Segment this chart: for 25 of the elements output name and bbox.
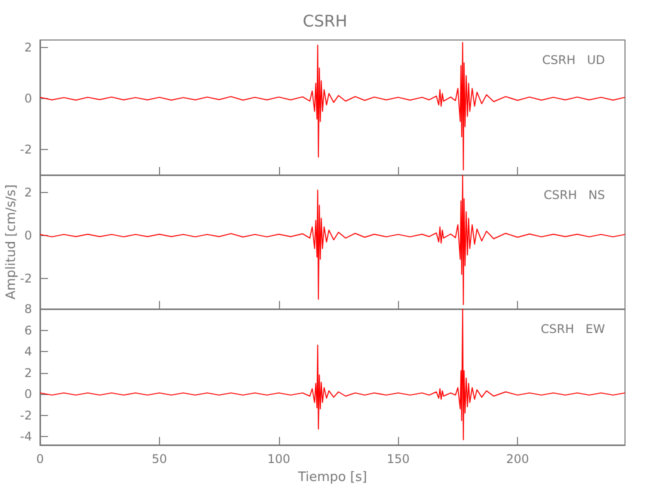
- x-tick-label: 150: [386, 452, 410, 466]
- y-tick-label: 2: [24, 185, 32, 200]
- y-tick-label: 0: [24, 228, 32, 243]
- y-tick-label: 0: [24, 92, 32, 106]
- y-tick-label: -2: [20, 408, 32, 422]
- x-axis-title: Tiempo [s]: [296, 470, 368, 485]
- x-tick-label: 100: [267, 452, 290, 466]
- y-tick-label: 2: [24, 366, 32, 380]
- line-series: [40, 42, 626, 170]
- x-tick-label: 50: [152, 452, 168, 466]
- y-tick-label: 2: [24, 40, 32, 55]
- annotation: CSRH EW: [540, 322, 606, 336]
- y-tick-label: 0: [24, 387, 32, 401]
- y-tick-label: -2: [20, 272, 32, 286]
- x-tick-label: 0: [36, 452, 44, 466]
- y-tick-label: 4: [24, 344, 32, 358]
- y-tick-label: 6: [24, 323, 32, 338]
- chart-title: CSRH: [302, 12, 348, 30]
- y-tick-label: -2: [20, 142, 32, 157]
- y-tick-label: 8: [24, 302, 32, 316]
- x-tick-label: 200: [506, 452, 530, 466]
- y-axis-title: Amplitud [cm/s/s]: [4, 184, 19, 300]
- annotation: CSRH UD: [542, 53, 606, 67]
- y-tick-label: -4: [20, 430, 32, 444]
- annotation: CSRH NS: [544, 188, 606, 202]
